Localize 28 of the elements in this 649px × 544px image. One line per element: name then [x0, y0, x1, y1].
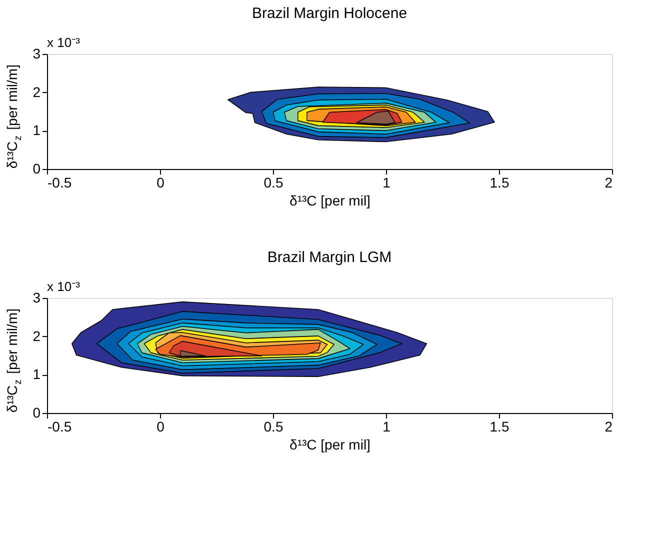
y-tick-label: 0	[32, 160, 41, 176]
x-tick-label: 2	[604, 418, 613, 434]
x-tick-label: 1.5	[490, 174, 510, 190]
x-tick-label: 0.5	[264, 174, 284, 190]
x-tick-label: 1	[382, 174, 391, 190]
x-tick-label: 0.5	[264, 418, 284, 434]
x-axis-title: δ¹³C [per mil]	[290, 192, 370, 208]
y-tick-label: 1	[32, 366, 41, 382]
y-tick-label: 3	[32, 290, 41, 306]
text: x 10⁻³	[47, 35, 81, 50]
y-tick-label: 2	[32, 84, 41, 100]
y-axis-title: δ¹³Cz [per mil/m]	[4, 308, 24, 413]
x-tick-label: -0.5	[48, 174, 72, 190]
y-tick-label: 2	[32, 328, 41, 344]
x-tick-label: 1.5	[490, 418, 510, 434]
x-axis-title: δ¹³C [per mil]	[290, 436, 370, 452]
x-tick-label: 1	[382, 418, 391, 434]
x-tick-label: 2	[604, 174, 613, 190]
y-tick-label: 0	[32, 404, 41, 420]
y-tick-label: 3	[32, 46, 41, 62]
text: x 10⁻³	[47, 279, 81, 294]
chart-title: Brazil Margin LGM	[267, 249, 392, 266]
x-tick-label: 0	[156, 174, 165, 190]
chart-title: Brazil Margin Holocene	[252, 5, 408, 22]
x-tick-label: 0	[156, 418, 165, 434]
y-tick-label: 1	[32, 122, 41, 138]
x-tick-label: -0.5	[48, 418, 72, 434]
y-axis-title: δ¹³Cz [per mil/m]	[4, 64, 24, 169]
